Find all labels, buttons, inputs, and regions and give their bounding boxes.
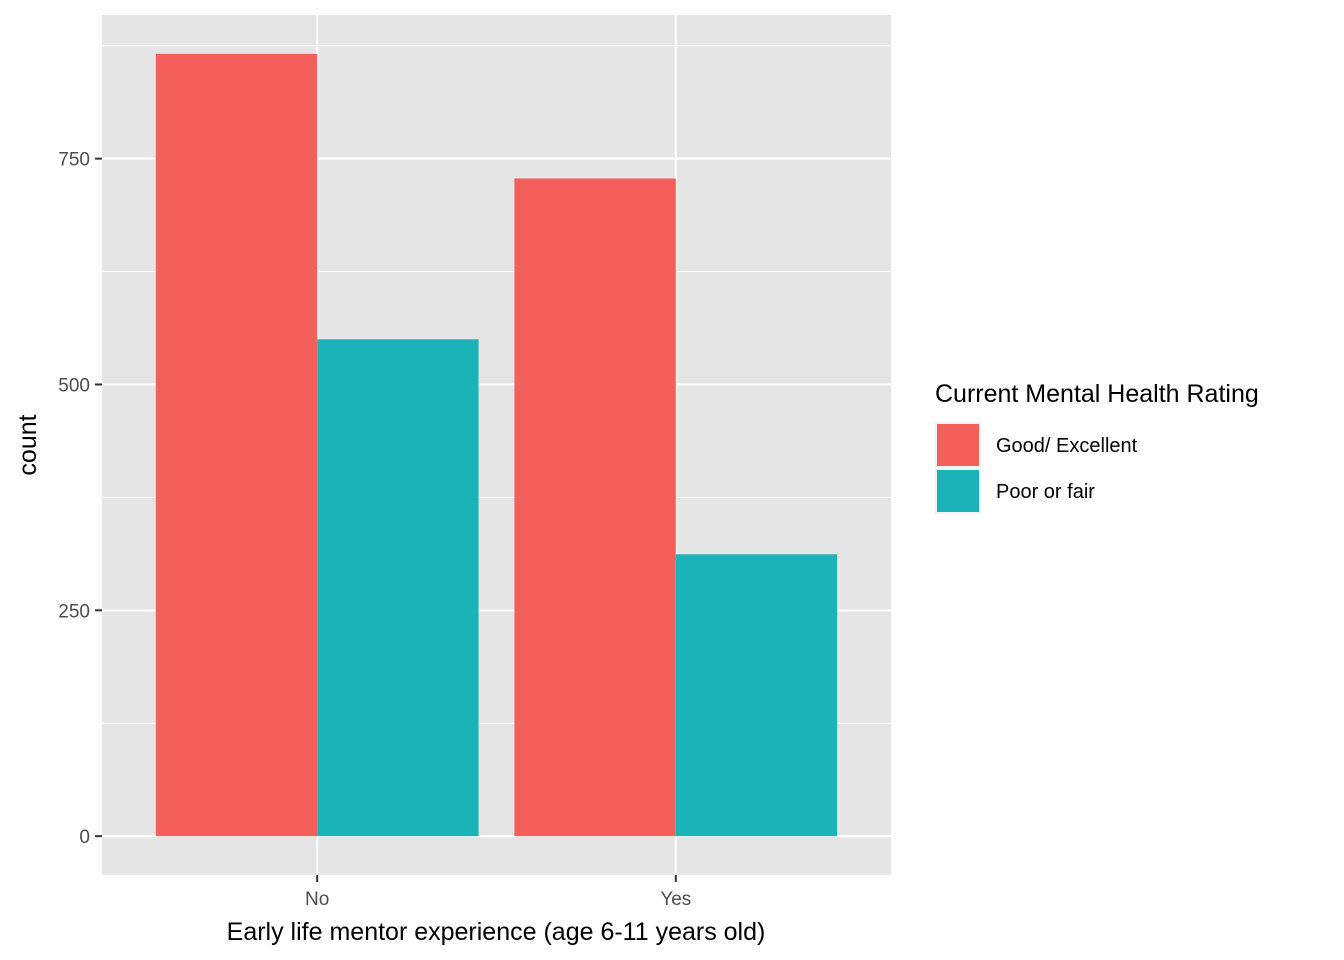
y-tick-label: 250 <box>58 601 90 622</box>
legend-item-label: Poor or fair <box>996 481 1095 503</box>
x-tick-label: Yes <box>660 889 691 910</box>
bars <box>155 53 838 837</box>
legend-item-label: Good/ Excellent <box>996 435 1138 457</box>
y-tick-label: 0 <box>79 827 90 848</box>
bar-no-series-2 <box>317 339 479 837</box>
legend: Current Mental Health Rating Good/ Excel… <box>935 380 1259 514</box>
legend-items: Good/ Excellent Poor or fair <box>935 422 1138 514</box>
y-axis: 0 250 500 750 <box>58 150 102 848</box>
y-tick-label: 500 <box>58 375 90 396</box>
legend-key-swatch <box>937 470 979 512</box>
legend-key-swatch <box>937 424 979 466</box>
legend-title: Current Mental Health Rating <box>935 380 1259 408</box>
x-axis: No Yes <box>305 875 691 910</box>
bar-no-series-1 <box>155 53 318 837</box>
y-tick-label: 750 <box>58 150 90 171</box>
x-axis-title: Early life mentor experience (age 6-11 y… <box>227 918 766 946</box>
x-tick-label: No <box>305 889 329 910</box>
y-axis-title: count <box>14 414 42 475</box>
bar-yes-series-2 <box>675 554 838 837</box>
bar-yes-series-1 <box>514 178 676 837</box>
